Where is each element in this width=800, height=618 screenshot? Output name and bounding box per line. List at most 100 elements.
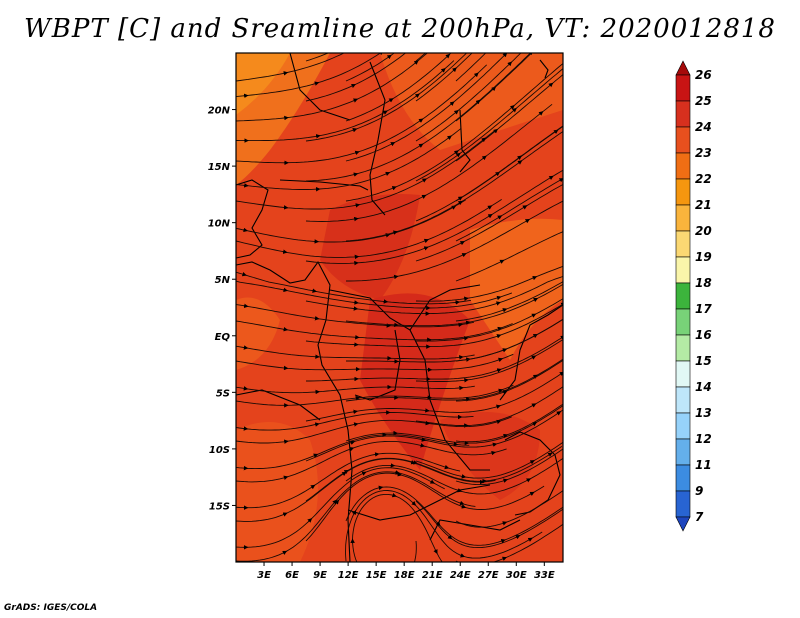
streamline-arrow [410,460,416,465]
streamline-arrow [395,583,399,585]
streamline-arrow [435,5,438,8]
streamline-arrow [418,143,424,148]
streamline [305,103,553,222]
streamline [236,452,461,509]
streamline-arrow [353,300,359,305]
streamline-arrow [467,11,470,14]
streamline-arrow [242,53,248,54]
lon-tick-label: 27E [478,570,499,581]
latitude-axis: 20N 15N 10N 5N EQ 5S 10S 15S [208,106,236,512]
colorbar-swatch [675,386,691,414]
streamline-arrow [449,101,455,106]
streamline-arrow [388,98,394,103]
streamline [236,60,455,142]
streamline-arrow [531,355,537,360]
streamline-arrow [313,453,319,458]
streamline-arrow [515,535,521,540]
streamline [236,271,472,305]
streamline-arrow [390,142,396,147]
streamline-arrow [423,246,429,251]
streamline-arrow [527,537,533,542]
streamline-arrow [425,420,431,426]
streamline-arrow [487,214,493,219]
lon-tick-label: 24E [450,570,471,581]
streamline-arrow [283,439,289,444]
colorbar-label: 18 [695,276,712,290]
streamline-arrow [636,456,639,458]
streamline-arrow [352,128,358,133]
lat-tick-label: 15N [208,162,231,173]
streamline-arrow [349,447,355,452]
streamline-arrow [502,390,508,395]
colorbar-swatch [675,126,691,154]
streamline [305,303,563,348]
lon-tick-label: 9E [313,570,327,581]
streamline-arrow [503,433,509,439]
streamline-arrow [496,419,502,425]
streamline [236,130,495,210]
streamlines [236,2,643,585]
streamline-arrow [507,61,513,67]
streamline-arrow [421,437,427,442]
streamline-arrow [353,409,358,415]
colorbar-swatch [675,438,691,466]
streamline-arrow [447,534,453,540]
streamline-arrow [500,538,506,544]
streamline-arrow [312,30,316,32]
streamline [236,416,512,444]
colorbar: 26 25 24 23 22 21 20 19 18 17 16 15 14 13 12 11 9 7 [675,60,712,532]
streamline [345,53,395,82]
colorbar-swatch [675,100,691,128]
streamline-arrow [418,118,424,123]
streamline-arrow [577,497,580,499]
lat-tick-label: EQ [215,332,231,343]
streamline [346,200,563,282]
colorbar-label: 14 [695,380,712,394]
streamline [455,231,563,282]
streamline-arrow [341,471,347,477]
streamline [352,493,443,562]
streamline-arrow [411,501,417,506]
streamline-arrow [283,327,289,332]
streamline [455,359,563,402]
streamline-arrow [385,171,391,177]
streamline-arrow [594,280,598,281]
streamline-arrow [475,99,481,105]
streamline-arrow [459,241,465,246]
streamline-arrow [307,518,313,523]
streamline-arrow [495,404,501,409]
colorbar-swatch [675,74,691,102]
streamline-arrow [639,80,643,82]
streamline-arrow [497,326,503,332]
streamline-arrow [353,172,359,177]
streamline-arrow [459,500,465,506]
streamline-arrow [555,2,558,5]
streamline-arrow [391,186,397,191]
streamline-arrow [590,187,594,189]
streamline-arrow [587,439,590,441]
streamline-arrow [412,45,415,48]
streamline-arrow [509,105,515,110]
streamline-arrow [351,47,355,49]
streamline-arrow [361,471,367,476]
streamline-arrow [374,452,380,457]
border-7 [347,484,491,521]
streamline-arrow [420,443,426,448]
streamline [305,53,330,62]
streamline-arrow [498,388,504,393]
streamline-arrow [409,5,412,8]
streamline [455,523,563,562]
streamline-arrow [548,82,554,88]
streamline-arrow [566,315,569,317]
streamline-arrow [531,313,537,318]
streamline [236,440,507,483]
streamline-arrow [586,171,590,173]
streamline-arrow [453,150,459,155]
streamline-arrow [615,92,619,94]
longitude-axis: 3E 6E 9E 12E 15E 18E 21E 24E 27E 30E 33E [257,562,555,581]
streamline-arrow [496,334,502,339]
streamline-arrow [556,411,562,416]
streamline-arrow [532,422,538,427]
shade-southwest-cool [236,422,318,562]
